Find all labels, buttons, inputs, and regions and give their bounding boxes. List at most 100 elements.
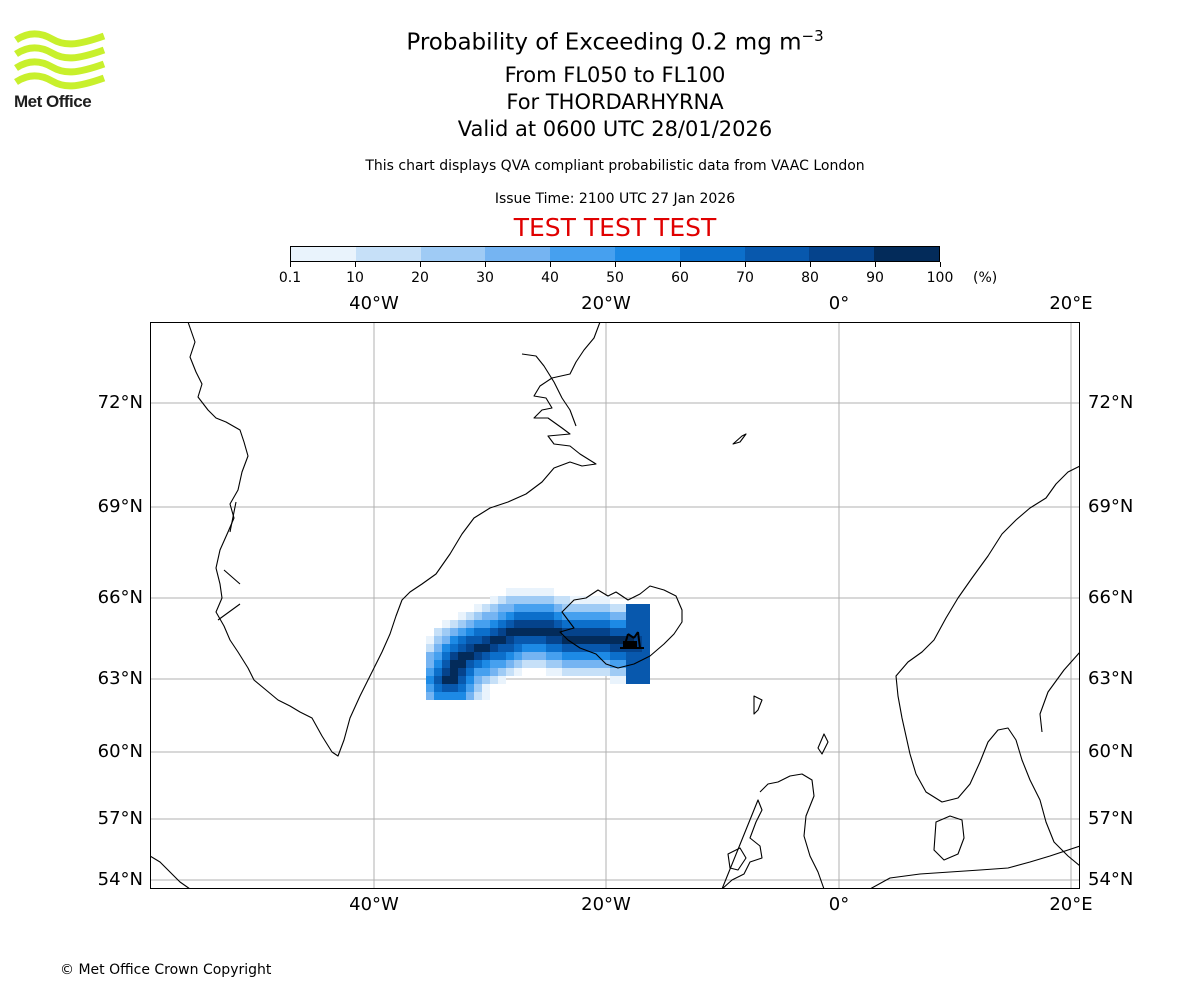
plume-cell [466, 660, 474, 668]
plume-cell [626, 636, 634, 644]
colorbar-tick-label: 20 [411, 270, 429, 286]
plume-cell [522, 628, 530, 636]
plume-cell [626, 652, 634, 660]
plume-cell [522, 596, 530, 604]
plume-cell [626, 620, 634, 628]
plume-cell [586, 652, 594, 660]
plume-cell [474, 604, 482, 612]
colorbar-tick-label: 40 [541, 270, 559, 286]
plume-cell [522, 660, 530, 668]
plume-cell [426, 692, 434, 700]
plume-cell [490, 612, 498, 620]
colorbar-segment [485, 247, 551, 261]
plume-cell [586, 660, 594, 668]
plume-cell [642, 676, 650, 684]
coastline-greenland [187, 322, 601, 757]
plume-cell [442, 684, 450, 692]
plume-cell [426, 668, 434, 676]
plume-cell [442, 644, 450, 652]
plume-cell [642, 668, 650, 676]
plume-cell [442, 620, 450, 628]
plume-cell [506, 644, 514, 652]
plume-cell [482, 652, 490, 660]
plume-cell [530, 644, 538, 652]
right-latitude-label: 54°N [1088, 869, 1134, 890]
colorbar-tick-mark [615, 262, 616, 267]
met-office-wave-icon [14, 30, 106, 90]
plume-cell [562, 668, 570, 676]
plume-cell [602, 644, 610, 652]
plume-cell [514, 620, 522, 628]
colorbar-tick-mark [420, 262, 421, 267]
coastline-shetland [817, 733, 829, 755]
plume-cell [426, 684, 434, 692]
plume-cell [570, 660, 578, 668]
plume-cell [458, 668, 466, 676]
colorbar-segment [291, 247, 356, 261]
plume-cell [602, 604, 610, 612]
plume-cell [450, 652, 458, 660]
plume-cell [578, 644, 586, 652]
plume-cell [530, 652, 538, 660]
plume-cell [594, 620, 602, 628]
plume-cell [570, 620, 578, 628]
plume-cell [626, 676, 634, 684]
plume-cell [546, 612, 554, 620]
title-main: Probability of Exceeding 0.2 mg m [406, 29, 802, 56]
plume-cell [426, 644, 434, 652]
plume-cell [554, 612, 562, 620]
coastline-faroe [753, 695, 763, 715]
plume-cell [506, 660, 514, 668]
plume-cell [618, 612, 626, 620]
coastline-sweden-baltic [1039, 651, 1080, 733]
plume-cell [530, 636, 538, 644]
plume-cell [554, 668, 562, 676]
test-banner: TEST TEST TEST [513, 213, 717, 242]
plume-cell [450, 620, 458, 628]
plume-cell [594, 644, 602, 652]
colorbar-segment [874, 247, 939, 261]
colorbar-tick-mark [550, 262, 551, 267]
plume-cell [498, 628, 506, 636]
plume-cell [634, 652, 642, 660]
plume-cell [498, 644, 506, 652]
coastlines [150, 322, 1080, 889]
plume-cell [490, 652, 498, 660]
plume-cell [634, 668, 642, 676]
plume-cell [450, 644, 458, 652]
plume-cell [642, 620, 650, 628]
plume-cell [442, 660, 450, 668]
plume-cell [490, 668, 498, 676]
coastline-labrador [150, 855, 191, 889]
plume-cell [466, 612, 474, 620]
plume-cell [482, 676, 490, 684]
plume-cell [602, 612, 610, 620]
plume-cell [450, 636, 458, 644]
plume-cell [514, 612, 522, 620]
left-latitude-label: 66°N [97, 587, 143, 608]
plume-cell [514, 652, 522, 660]
plume-cell [594, 636, 602, 644]
plume-cell [618, 636, 626, 644]
plume-cell [482, 692, 490, 700]
plume-cell [498, 636, 506, 644]
plume-cell [506, 596, 514, 604]
plume-cell [642, 636, 650, 644]
colorbar-tick-mark [355, 262, 356, 267]
copyright-notice: © Met Office Crown Copyright [60, 962, 272, 978]
plume-cell [610, 652, 618, 660]
plume-cell [466, 644, 474, 652]
plume-cell [522, 604, 530, 612]
plume-cell [570, 652, 578, 660]
plume-cell [426, 676, 434, 684]
plume-cell [610, 660, 618, 668]
colorbar-tick-label: 90 [866, 270, 884, 286]
plume-cell [482, 620, 490, 628]
bottom-longitude-label: 0° [828, 894, 850, 915]
plume-cell [618, 604, 626, 612]
plume-cell [586, 596, 594, 604]
plume-cell [594, 660, 602, 668]
plume-cell [594, 596, 602, 604]
colorbar-tick-label: 100 [926, 270, 954, 286]
plume-cell [522, 644, 530, 652]
